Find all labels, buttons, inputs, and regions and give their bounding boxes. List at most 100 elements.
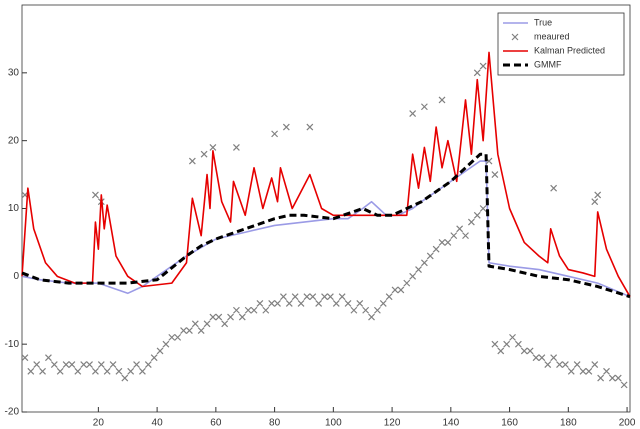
- measured-point: [74, 367, 82, 375]
- measured-point: [156, 347, 164, 355]
- measured-point: [256, 300, 264, 307]
- measured-point: [188, 157, 196, 165]
- measured-point: [385, 293, 393, 301]
- legend-swatch: [511, 33, 519, 41]
- measured-point: [467, 218, 475, 226]
- x-tick-label: 200: [619, 418, 636, 429]
- x-tick-label: 160: [501, 418, 518, 429]
- measured-point: [162, 340, 170, 348]
- measured-point: [608, 374, 616, 382]
- measured-point: [326, 293, 334, 301]
- x-tick-label: 40: [152, 418, 164, 429]
- x-tick-label: 60: [210, 418, 222, 429]
- measured-point: [168, 333, 176, 341]
- measured-point: [415, 266, 422, 273]
- measured-point: [139, 367, 146, 375]
- measured-point: [432, 245, 440, 253]
- measured-point: [133, 361, 140, 368]
- measured-point: [479, 62, 487, 70]
- measured-point: [491, 340, 499, 348]
- x-tick-label: 120: [384, 418, 401, 429]
- measured-point: [520, 347, 528, 355]
- measured-point: [444, 238, 452, 246]
- measured-point: [379, 300, 387, 307]
- measured-point: [556, 361, 563, 368]
- measured-point: [180, 327, 187, 335]
- measured-point: [567, 367, 575, 375]
- measured-point: [291, 293, 299, 301]
- measured-point: [115, 367, 123, 375]
- measured-point: [438, 238, 446, 246]
- measured-point: [462, 232, 469, 240]
- measured-point: [150, 354, 158, 362]
- measured-point: [215, 313, 223, 321]
- measured-point: [350, 306, 358, 314]
- measured-point: [50, 361, 58, 368]
- x-tick-label: 100: [325, 418, 342, 429]
- measured-point: [86, 361, 93, 368]
- y-tick-label: 10: [8, 203, 20, 214]
- measured-point: [250, 306, 258, 314]
- measured-point: [391, 286, 399, 294]
- series-line: [21, 160, 631, 298]
- measured-point: [200, 150, 208, 158]
- y-tick-label: 20: [8, 135, 20, 146]
- measured-point: [39, 367, 46, 375]
- measured-point: [80, 361, 88, 368]
- measured-point: [191, 320, 199, 328]
- legend-label: True: [534, 17, 552, 27]
- measured-point: [473, 211, 481, 219]
- measured-point: [285, 300, 293, 307]
- measured-point: [56, 367, 64, 375]
- measured-point: [262, 306, 270, 314]
- measured-point: [62, 361, 70, 368]
- legend-label: Kalman Predicted: [534, 45, 605, 55]
- measured-point: [526, 347, 534, 355]
- measured-point: [420, 259, 428, 267]
- measured-point: [221, 320, 229, 328]
- legend-label: GMMF: [534, 59, 562, 69]
- measured-point: [315, 300, 323, 307]
- measured-point: [579, 367, 587, 375]
- measured-point: [244, 306, 252, 314]
- measured-point: [21, 354, 29, 362]
- measured-point: [479, 205, 487, 212]
- measured-point: [232, 144, 240, 151]
- measured-point: [92, 191, 99, 199]
- measured-point: [594, 191, 602, 199]
- measured-point: [33, 361, 41, 368]
- measured-point: [185, 327, 193, 335]
- measured-point: [544, 361, 552, 368]
- measured-point: [268, 300, 276, 307]
- measured-point: [109, 361, 117, 368]
- measured-point: [362, 306, 370, 314]
- measured-point: [438, 96, 446, 104]
- measured-point: [426, 252, 434, 260]
- x-tick-label: 20: [93, 418, 105, 429]
- measured-point: [473, 69, 481, 77]
- measured-point: [409, 110, 417, 117]
- y-tick-label: -10: [5, 339, 20, 350]
- measured-point: [373, 306, 381, 314]
- series-line: [21, 152, 631, 299]
- measured-point: [303, 293, 311, 301]
- measured-point: [585, 367, 593, 375]
- measured-point: [397, 286, 405, 294]
- measured-point: [573, 361, 581, 368]
- measured-point: [45, 354, 52, 362]
- y-tick-label: 0: [13, 271, 19, 282]
- measured-point: [274, 300, 281, 307]
- measured-point: [614, 374, 622, 382]
- measured-point: [127, 367, 135, 375]
- measured-point: [561, 361, 569, 368]
- measured-point: [368, 313, 375, 321]
- measured-point: [271, 130, 279, 138]
- measured-point: [409, 272, 417, 280]
- x-tick-label: 180: [560, 418, 577, 429]
- measured-point: [514, 340, 522, 348]
- measured-point: [203, 320, 211, 328]
- measured-point: [491, 171, 499, 179]
- measured-point: [209, 313, 217, 321]
